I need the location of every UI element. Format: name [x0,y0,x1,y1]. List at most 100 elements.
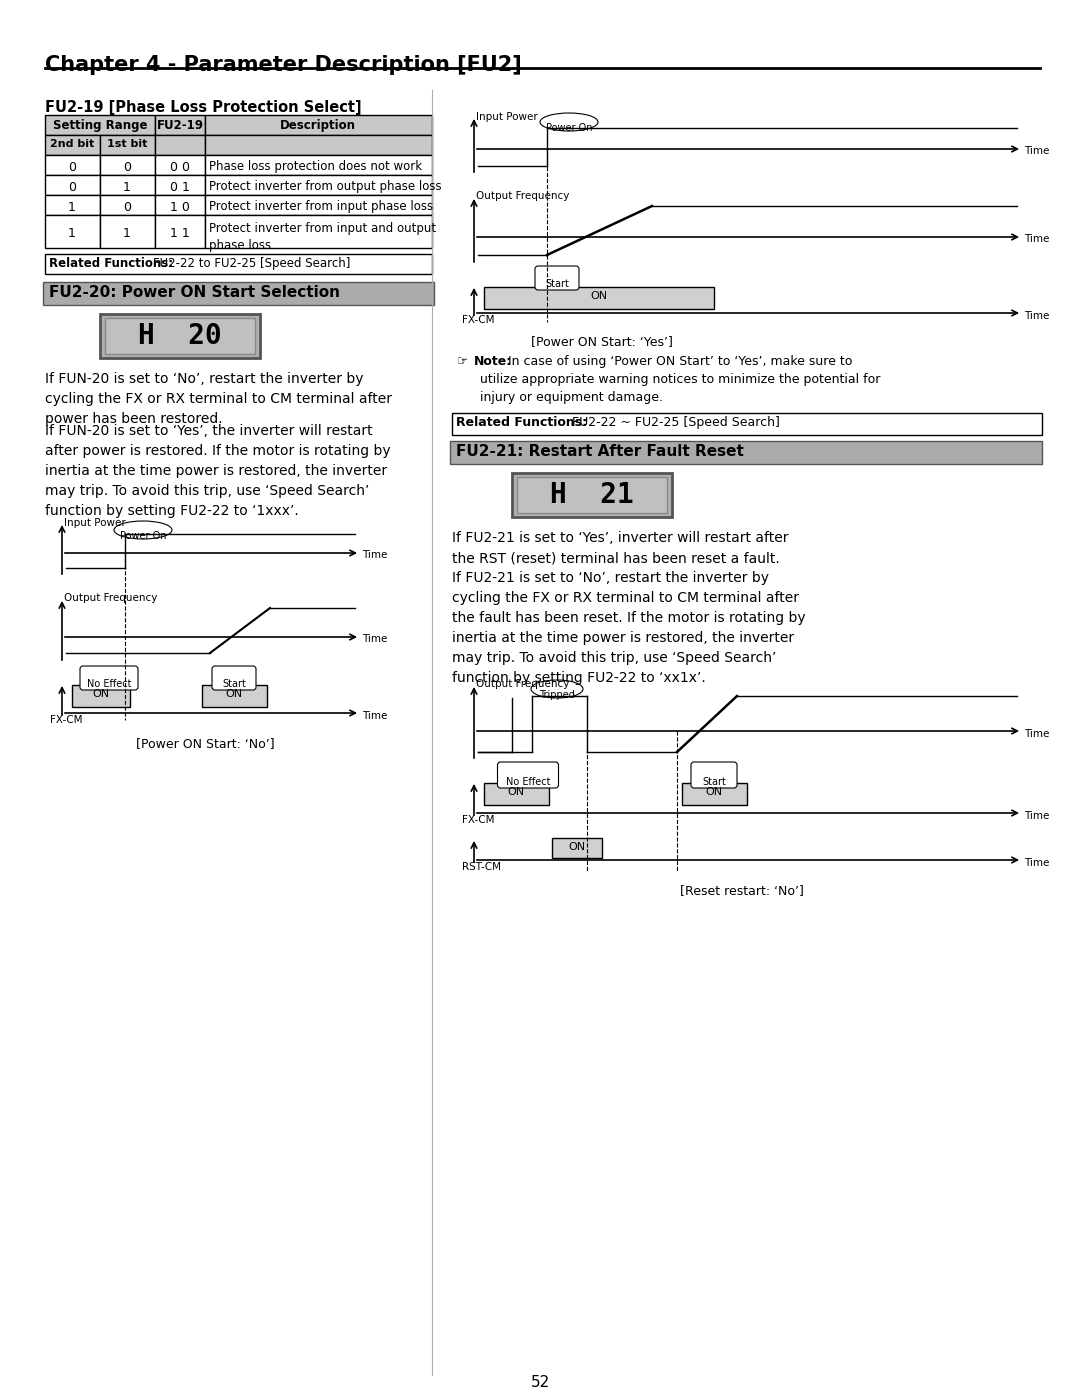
Text: Time: Time [362,550,388,560]
Text: Power On: Power On [120,531,166,541]
Text: Description: Description [280,119,356,131]
Text: 0: 0 [123,161,131,175]
Text: Note:: Note: [474,355,512,367]
Bar [156,115,205,136]
Text: Tripped: Tripped [539,690,575,700]
Bar [105,319,255,353]
FancyBboxPatch shape [691,761,737,788]
Bar [450,441,1042,464]
Text: [Power ON Start: ‘Yes’]: [Power ON Start: ‘Yes’] [531,335,673,348]
Text: ON: ON [705,787,723,798]
Text: If FUN-20 is set to ‘No’, restart the inverter by
cycling the FX or RX terminal : If FUN-20 is set to ‘No’, restart the in… [45,372,392,426]
Bar [45,136,100,155]
Bar [453,414,1042,434]
Text: Time: Time [1024,858,1050,868]
Ellipse shape [114,521,172,539]
Text: FX-CM: FX-CM [50,715,82,725]
Ellipse shape [531,680,583,698]
Text: 0 0: 0 0 [170,161,190,175]
Bar [45,254,432,274]
Text: Start: Start [702,777,726,787]
Text: 52: 52 [530,1375,550,1390]
Bar [72,685,130,707]
Text: FU2-20: Power ON Start Selection: FU2-20: Power ON Start Selection [49,285,340,300]
Bar [100,314,260,358]
Text: Time: Time [362,711,388,721]
Text: Start: Start [545,279,569,289]
Text: FU2-22 to FU2-25 [Speed Search]: FU2-22 to FU2-25 [Speed Search] [153,257,350,270]
Bar [205,196,432,215]
Text: ON: ON [226,689,243,698]
Bar [100,196,156,215]
Bar [45,115,156,136]
Text: injury or equipment damage.: injury or equipment damage. [480,391,663,404]
Bar [43,282,434,305]
Text: 1: 1 [123,226,131,240]
Text: ☞: ☞ [457,355,476,367]
Text: ON: ON [93,689,109,698]
Bar [552,838,602,858]
Text: No Effect: No Effect [86,679,132,689]
Text: 1 1: 1 1 [171,226,190,240]
Bar [484,782,549,805]
Bar [45,196,100,215]
Text: Protect inverter from output phase loss: Protect inverter from output phase loss [210,180,442,193]
FancyBboxPatch shape [535,265,579,291]
Text: Related Functions:: Related Functions: [456,416,588,429]
Text: No Effect: No Effect [505,777,550,787]
Text: Input Power: Input Power [476,112,538,122]
Text: FU2-19: FU2-19 [157,119,203,131]
Bar [517,476,667,513]
Text: ON: ON [591,291,608,300]
Bar [100,175,156,196]
Text: Time: Time [1024,812,1050,821]
Bar [156,215,205,249]
Text: Output Frequency: Output Frequency [64,592,158,604]
Bar [205,155,432,175]
Text: FU2-19 [Phase Loss Protection Select]: FU2-19 [Phase Loss Protection Select] [45,101,362,115]
Text: H  20: H 20 [138,321,221,351]
Bar [156,175,205,196]
Text: Output Frequency: Output Frequency [476,679,569,689]
Text: 0: 0 [68,182,76,194]
Text: utilize appropriate warning notices to minimize the potential for: utilize appropriate warning notices to m… [480,373,880,386]
Bar [205,136,432,155]
Text: Protect inverter from input and output
phase loss: Protect inverter from input and output p… [210,222,436,251]
FancyBboxPatch shape [498,761,558,788]
Text: FX-CM: FX-CM [462,314,495,326]
Bar [512,474,672,517]
Text: 1: 1 [68,201,76,214]
Text: Start: Start [222,679,246,689]
Text: FU2-21: Restart After Fault Reset: FU2-21: Restart After Fault Reset [456,444,744,460]
Bar [45,215,100,249]
Bar [45,155,100,175]
Bar [100,215,156,249]
Text: Time: Time [1024,729,1050,739]
Text: In case of using ‘Power ON Start’ to ‘Yes’, make sure to: In case of using ‘Power ON Start’ to ‘Ye… [508,355,852,367]
Text: 1st bit: 1st bit [107,138,147,149]
Text: 1: 1 [68,226,76,240]
Text: 0: 0 [123,201,131,214]
Bar [45,175,100,196]
Text: Setting Range: Setting Range [53,119,147,131]
Text: [Power ON Start: ‘No’]: [Power ON Start: ‘No’] [136,738,274,750]
Ellipse shape [540,113,598,131]
Bar [205,215,432,249]
Text: 1: 1 [123,182,131,194]
Text: Related Functions:: Related Functions: [49,257,173,270]
Text: Time: Time [1024,312,1050,321]
Text: FU2-22 ~ FU2-25 [Speed Search]: FU2-22 ~ FU2-25 [Speed Search] [572,416,780,429]
Bar [205,115,432,136]
Text: Input Power: Input Power [64,518,125,528]
Text: 0: 0 [68,161,76,175]
Text: Time: Time [362,634,388,644]
Bar [681,782,747,805]
Text: Time: Time [1024,235,1050,244]
Bar [100,136,156,155]
Bar [156,155,205,175]
Text: Output Frequency: Output Frequency [476,191,569,201]
FancyBboxPatch shape [80,666,138,690]
Text: Power On: Power On [545,123,592,133]
Text: Protect inverter from input phase loss: Protect inverter from input phase loss [210,200,433,212]
Bar [156,196,205,215]
